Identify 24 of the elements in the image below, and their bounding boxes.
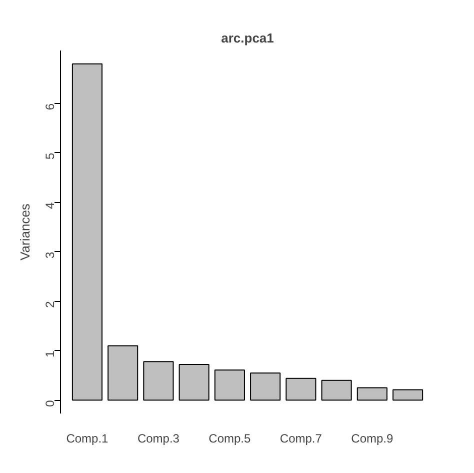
chart-title: arc.pca1 bbox=[221, 30, 274, 46]
x-tick-label: Comp.1 bbox=[66, 432, 109, 446]
y-tick-label: 4 bbox=[43, 202, 57, 209]
bar bbox=[356, 387, 388, 401]
bar bbox=[178, 364, 210, 401]
bar bbox=[286, 378, 316, 401]
bar bbox=[72, 63, 102, 401]
y-tick-label: 5 bbox=[43, 152, 57, 160]
y-tick-label: 6 bbox=[43, 103, 57, 110]
y-tick-label: 1 bbox=[43, 350, 57, 358]
y-tick-label: 0 bbox=[43, 400, 57, 407]
y-axis-title: Variances bbox=[18, 203, 32, 260]
y-tick-label: 2 bbox=[43, 300, 57, 308]
bar bbox=[250, 372, 281, 401]
bar bbox=[214, 369, 245, 401]
x-tick-label: Comp.9 bbox=[351, 432, 394, 446]
bar bbox=[392, 389, 424, 401]
y-tick-label: 3 bbox=[43, 251, 57, 258]
bar bbox=[321, 380, 352, 401]
x-tick-label: Comp.3 bbox=[137, 432, 180, 446]
x-tick-label: Comp.5 bbox=[208, 432, 252, 446]
x-tick-label: Comp.7 bbox=[280, 432, 322, 446]
bar bbox=[143, 361, 174, 401]
bar bbox=[108, 345, 138, 401]
